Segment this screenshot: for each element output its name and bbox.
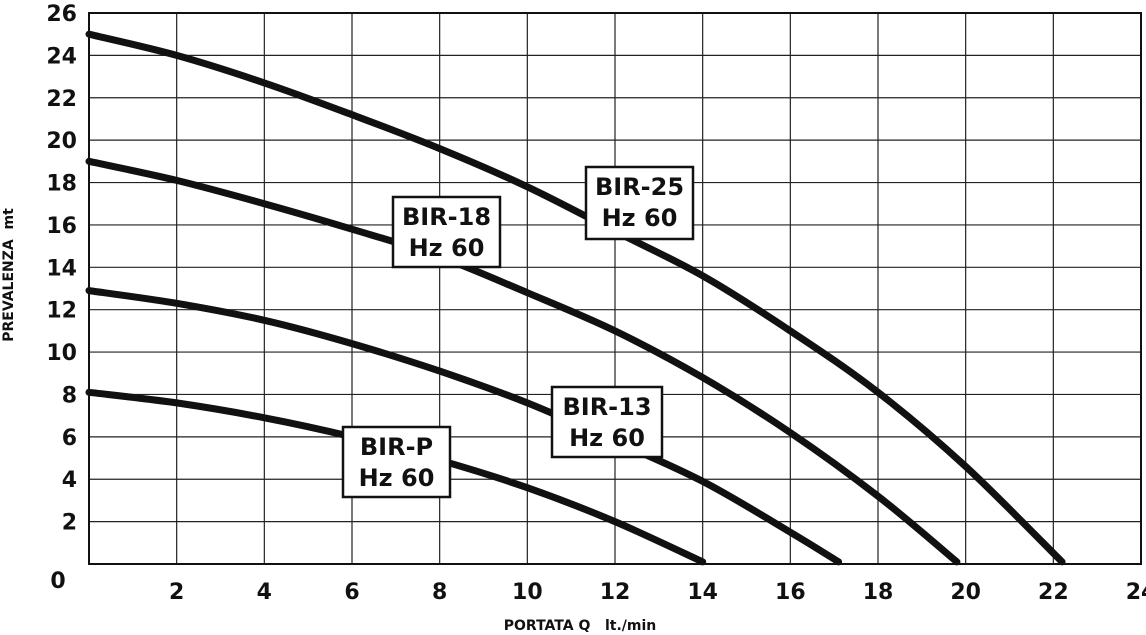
label-box bbox=[391, 195, 502, 269]
x-tick-label: 18 bbox=[863, 580, 894, 605]
x-tick-label: 24 bbox=[1126, 580, 1146, 605]
curve-bir-18 bbox=[85, 157, 961, 566]
y-tick-label: 6 bbox=[62, 426, 77, 451]
series-frequency: Hz 60 bbox=[359, 464, 435, 492]
series-name: BIR-18 bbox=[402, 203, 491, 231]
y-tick-label: 14 bbox=[46, 256, 77, 281]
series-name: BIR-25 bbox=[595, 173, 684, 201]
curve-bir-13 bbox=[85, 287, 843, 566]
label-box bbox=[584, 165, 695, 241]
y-tick-label: 26 bbox=[46, 2, 77, 27]
label-bir-p: BIR-P Hz 60 bbox=[341, 425, 452, 499]
series-frequency: Hz 60 bbox=[409, 234, 485, 262]
x-tick-label: 16 bbox=[775, 580, 806, 605]
curves bbox=[85, 30, 1066, 566]
x-tick-label: 6 bbox=[344, 580, 359, 605]
series-name: BIR-P bbox=[360, 433, 433, 461]
label-box bbox=[550, 385, 664, 459]
x-tick-label: 4 bbox=[257, 580, 272, 605]
y-tick-label: 20 bbox=[46, 129, 77, 154]
x-tick-label: 2 bbox=[169, 580, 184, 605]
label-box bbox=[341, 425, 452, 499]
series-frequency: Hz 60 bbox=[602, 204, 678, 232]
y-tick-label: 18 bbox=[46, 172, 77, 197]
y-tick-label: 4 bbox=[62, 468, 77, 493]
curve-bir-25 bbox=[85, 30, 1066, 566]
series-name: BIR-13 bbox=[562, 393, 651, 421]
x-tick-label: 14 bbox=[687, 580, 718, 605]
y-tick-label: 2 bbox=[62, 511, 77, 536]
y-tick-label: 8 bbox=[62, 383, 77, 408]
y-tick-label: 22 bbox=[46, 87, 77, 112]
x-tick-label: 12 bbox=[600, 580, 631, 605]
x-axis-label: PORTATA Q lt./min bbox=[504, 618, 657, 634]
y-tick-label: 12 bbox=[46, 299, 77, 324]
y-tick-label: 16 bbox=[46, 214, 77, 239]
plot-frame bbox=[88, 12, 1142, 565]
origin-tick-label: 0 bbox=[50, 569, 65, 594]
label-bir-18: BIR-18 Hz 60 bbox=[391, 195, 502, 269]
y-axis-label: PREVALENZA mt bbox=[1, 208, 17, 342]
y-tick-label: 10 bbox=[46, 341, 77, 366]
series-frequency: Hz 60 bbox=[569, 424, 645, 452]
label-bir-25: BIR-25 Hz 60 bbox=[584, 165, 695, 241]
x-tick-label: 22 bbox=[1038, 580, 1069, 605]
x-tick-label: 8 bbox=[432, 580, 447, 605]
label-bir-13: BIR-13 Hz 60 bbox=[550, 385, 664, 459]
x-tick-label: 20 bbox=[950, 580, 981, 605]
series-labels: BIR-P Hz 60 BIR-13 Hz 60 BIR-18 Hz 60 BIR-25 Hz… bbox=[341, 165, 695, 499]
x-tick-label: 10 bbox=[512, 580, 543, 605]
y-tick-label: 24 bbox=[46, 44, 77, 69]
